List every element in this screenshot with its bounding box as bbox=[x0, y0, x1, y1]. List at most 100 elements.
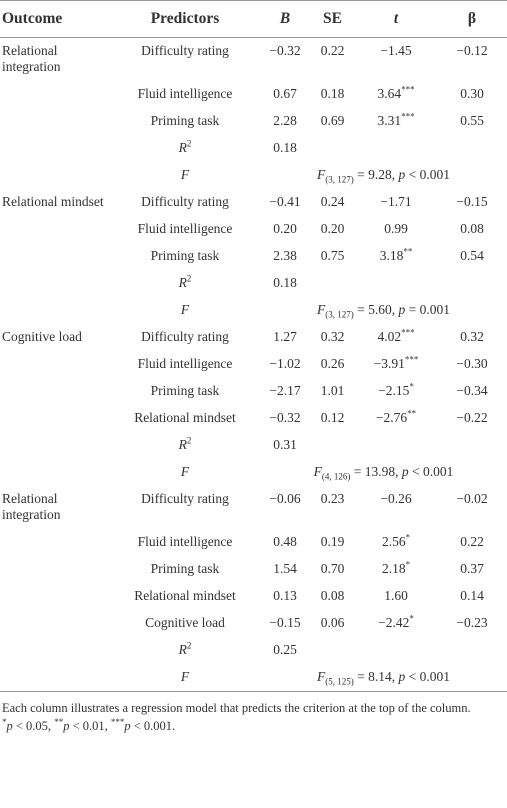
t-cell: 2.18* bbox=[355, 556, 437, 583]
table-row: Fluid intelligence 0.48 0.19 2.56* 0.22 bbox=[0, 529, 507, 556]
r2-row: R2 0.18 bbox=[0, 270, 507, 297]
f-label: F bbox=[180, 669, 190, 684]
f-df: (3, 127) bbox=[325, 174, 354, 185]
significance: * bbox=[405, 559, 411, 570]
predictor: Relational mindset bbox=[134, 588, 236, 603]
p-symbol: p bbox=[398, 167, 406, 182]
stars: * bbox=[2, 716, 7, 727]
r2-label: R2 bbox=[110, 135, 260, 162]
f-label: F bbox=[180, 302, 190, 317]
r2-value: 0.31 bbox=[273, 437, 297, 452]
r2-row: R2 0.31 bbox=[0, 432, 507, 459]
t-value: −2.42 bbox=[378, 615, 410, 630]
r2-symbol: R bbox=[178, 140, 187, 155]
table-row: Priming task 2.38 0.75 3.18** 0.54 bbox=[0, 243, 507, 270]
r2-label: R2 bbox=[110, 270, 260, 297]
column-header: t bbox=[355, 0, 437, 38]
empty-cell bbox=[310, 135, 355, 162]
f-statistic: F(3, 127) = 9.28, p < 0.001 bbox=[260, 162, 507, 189]
table-row: Priming task −2.17 1.01 −2.15* −0.34 bbox=[0, 378, 507, 405]
table-body: Relational integration Difficulty rating −… bbox=[0, 38, 507, 692]
t-cell: −1.45 bbox=[355, 38, 437, 82]
f-df: (5, 125) bbox=[325, 676, 354, 687]
beta-value: 0.55 bbox=[460, 113, 484, 128]
predictor: Fluid intelligence bbox=[137, 221, 233, 236]
t-value: 0.99 bbox=[384, 221, 408, 236]
outcome-cell bbox=[0, 432, 110, 459]
threshold: < 0.05, bbox=[12, 719, 55, 733]
outcome-cell bbox=[0, 529, 110, 556]
p-symbol: p bbox=[6, 719, 13, 733]
table-row: Relational mindset Difficulty rating −0.41… bbox=[0, 189, 507, 216]
b-value: −0.41 bbox=[269, 194, 301, 209]
b-value: −0.15 bbox=[269, 615, 301, 630]
significance: *** bbox=[404, 354, 419, 365]
t-value: 3.64 bbox=[377, 86, 402, 101]
b-value: 0.13 bbox=[273, 588, 297, 603]
p-value: < 0.001 bbox=[405, 167, 450, 182]
p-symbol: p bbox=[63, 719, 70, 733]
t-value: 3.18 bbox=[379, 248, 404, 263]
beta-value: 0.08 bbox=[460, 221, 484, 236]
outcome: Relational integration bbox=[2, 43, 61, 74]
se-value: 0.69 bbox=[320, 113, 345, 128]
f-value: = 5.60, bbox=[353, 302, 399, 317]
empty-cell bbox=[437, 270, 507, 297]
outcome-cell bbox=[0, 405, 110, 432]
r2-exponent: 2 bbox=[186, 640, 192, 651]
t-value: 2.18 bbox=[381, 561, 406, 576]
t-value: −0.26 bbox=[380, 491, 412, 506]
empty-cell bbox=[437, 637, 507, 664]
f-value: = 9.28, bbox=[353, 167, 399, 182]
outcome-cell bbox=[0, 81, 110, 108]
empty-cell bbox=[355, 637, 437, 664]
table-row: Cognitive load −0.15 0.06 −2.42* −0.23 bbox=[0, 610, 507, 637]
outcome-cell bbox=[0, 162, 110, 189]
beta-value: 0.22 bbox=[460, 534, 484, 549]
f-row: F F(3, 127) = 5.60, p = 0.001 bbox=[0, 297, 507, 324]
outcome-cell bbox=[0, 459, 110, 486]
beta-value: −0.30 bbox=[456, 356, 488, 371]
beta-value: −0.22 bbox=[456, 410, 488, 425]
b-value: 1.27 bbox=[273, 329, 297, 344]
significance: * bbox=[409, 381, 414, 392]
se-value: 0.19 bbox=[320, 534, 345, 549]
t-cell: 3.64*** bbox=[355, 81, 437, 108]
table-row: Relational mindset 0.13 0.08 1.60 0.14 bbox=[0, 583, 507, 610]
t-cell: 3.31*** bbox=[355, 108, 437, 135]
t-value: 4.02 bbox=[377, 329, 402, 344]
t-cell: −1.71 bbox=[355, 189, 437, 216]
f-label: F bbox=[180, 167, 190, 182]
threshold: < 0.001. bbox=[130, 719, 176, 733]
outcome: Cognitive load bbox=[2, 329, 82, 344]
se-value: 0.32 bbox=[320, 329, 345, 344]
f-symbol: F bbox=[317, 669, 326, 684]
r2-exponent: 2 bbox=[186, 273, 192, 284]
f-value: = 13.98, bbox=[350, 464, 402, 479]
column-header: Predictors bbox=[110, 0, 260, 38]
se-value: 0.23 bbox=[320, 491, 345, 506]
beta-value: −0.15 bbox=[456, 194, 488, 209]
significance-note: *p < 0.05, **p < 0.01, ***p < 0.001. bbox=[0, 716, 507, 734]
r2-value: 0.18 bbox=[273, 275, 297, 290]
table-row: Relational integration Difficulty rating −… bbox=[0, 38, 507, 82]
column-header: β bbox=[437, 0, 507, 38]
beta-value: 0.32 bbox=[460, 329, 484, 344]
f-statistic: F(5, 125) = 8.14, p < 0.001 bbox=[260, 664, 507, 692]
t-value: −2.15 bbox=[378, 383, 410, 398]
outcome-cell: Relational mindset bbox=[0, 189, 110, 216]
empty-cell bbox=[437, 135, 507, 162]
f-label: F bbox=[180, 464, 190, 479]
beta-value: −0.23 bbox=[456, 615, 488, 630]
b-value: 2.38 bbox=[273, 248, 297, 263]
f-value: = 8.14, bbox=[353, 669, 399, 684]
r2-value: 0.18 bbox=[273, 140, 297, 155]
significance: * bbox=[405, 532, 411, 543]
table-row: Cognitive load Difficulty rating 1.27 0.32 4… bbox=[0, 324, 507, 351]
r2-row: R2 0.18 bbox=[0, 135, 507, 162]
empty-cell bbox=[355, 135, 437, 162]
outcome-cell bbox=[0, 270, 110, 297]
r2-value: 0.25 bbox=[273, 642, 297, 657]
r2-symbol: R bbox=[178, 642, 187, 657]
